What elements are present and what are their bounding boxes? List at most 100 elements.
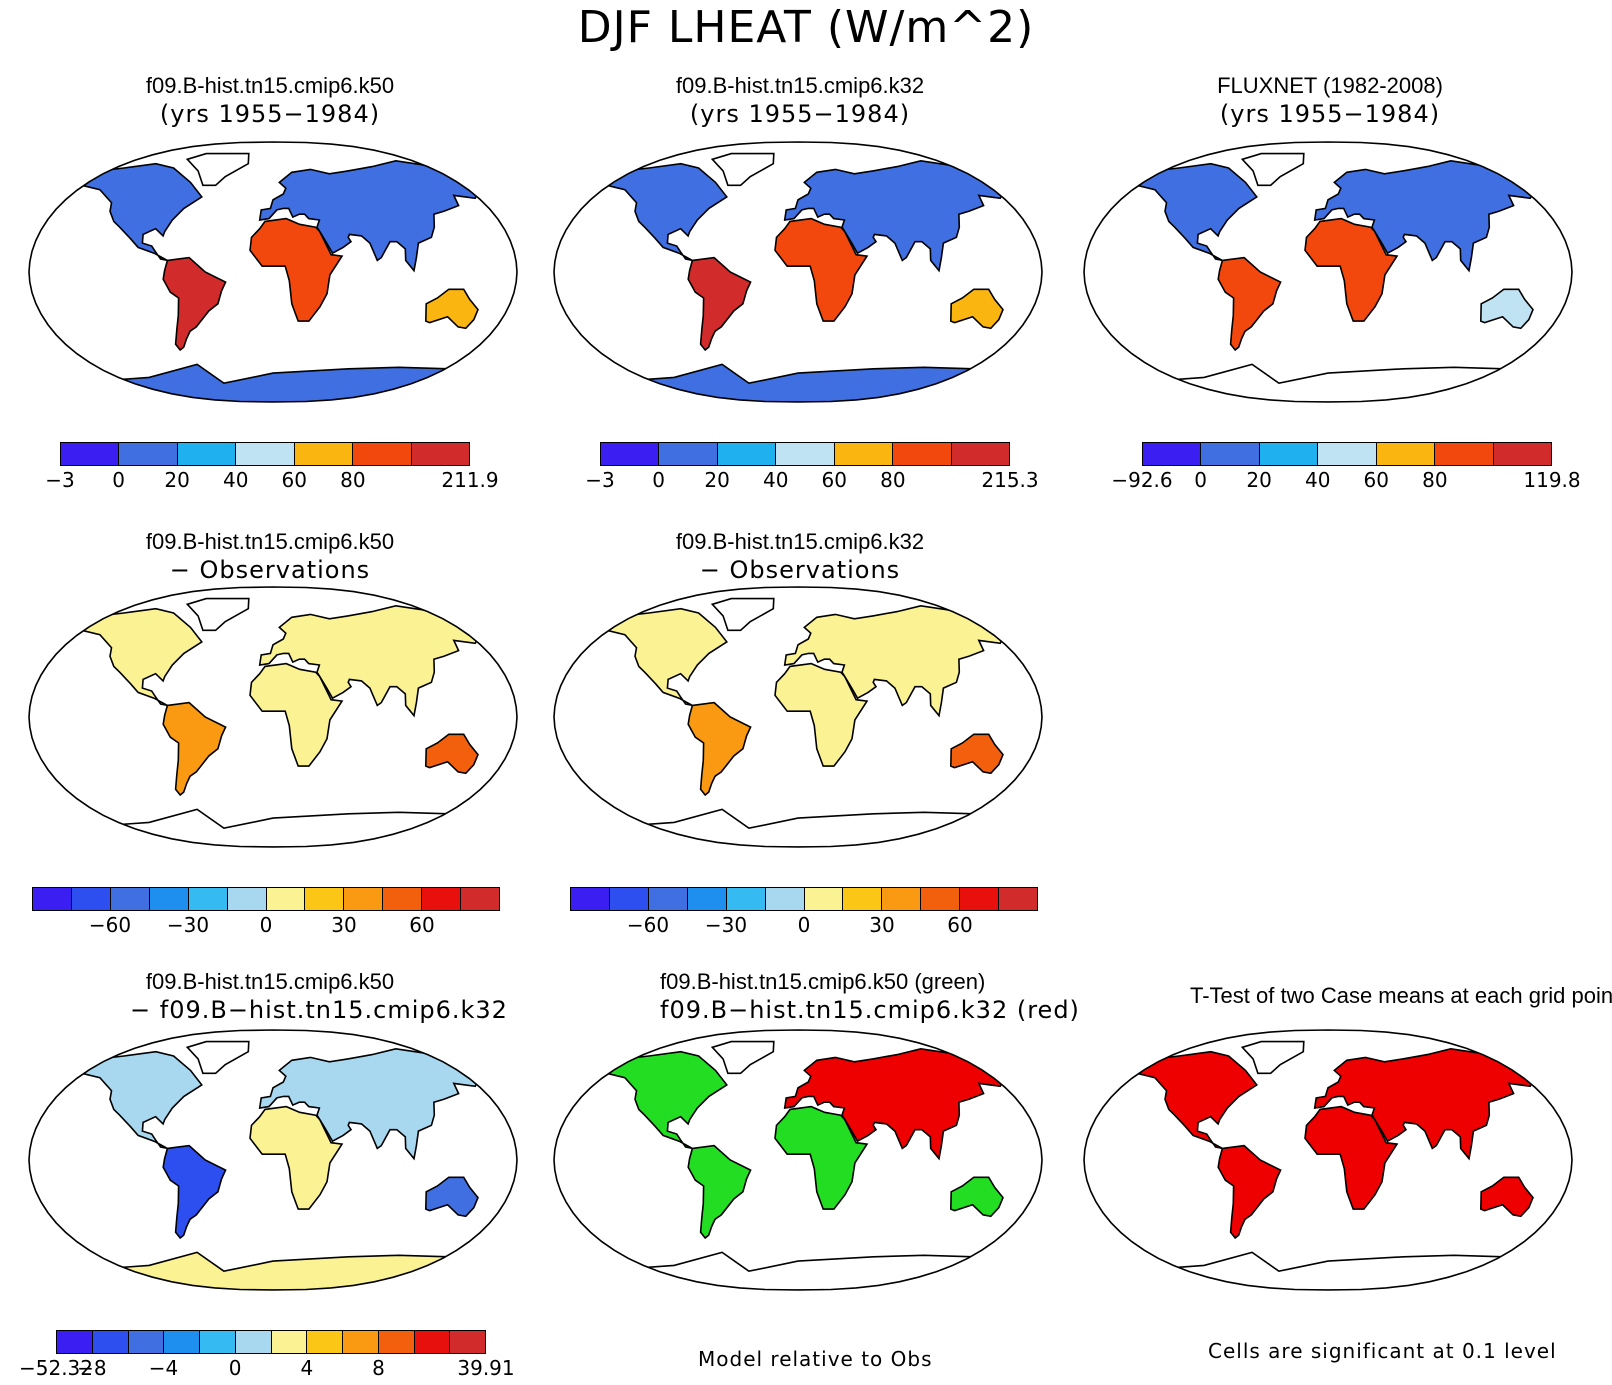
colorbar-k32-swatch — [776, 443, 835, 465]
colorbar-k32-obs-swatch — [609, 888, 649, 910]
map-green-red-samerica — [687, 1144, 752, 1240]
colorbar-obs: −92.6 0 20 40 60 80 119.8 — [1111, 442, 1581, 494]
colorbar-k32-obs-swatch — [999, 888, 1038, 910]
colorbar-k50-k32-swatch — [343, 1331, 379, 1353]
map-k32-australia — [949, 288, 1004, 330]
colorbar-k32-obs: −60 −30 0 30 60 — [570, 887, 1038, 939]
colorbar-obs-swatch — [1435, 443, 1494, 465]
map-k32-samerica — [687, 256, 752, 352]
map-green-red-australia — [949, 1176, 1004, 1218]
colorbar-k50-k32-swatch — [200, 1331, 236, 1353]
colorbar-k50-k32-tick-label: 39.91 — [457, 1356, 515, 1380]
map-k32-obs-africa — [774, 662, 869, 767]
footer-model-vs-obs: Model relative to Obs — [698, 1347, 933, 1371]
colorbar-k50: −3 0 20 40 60 80 211.9 — [45, 442, 499, 494]
colorbar-k50-k32-swatch — [271, 1331, 308, 1353]
map-k32-namerica — [586, 162, 728, 262]
panel-title-k50: f09.B-hist.tn15.cmip6.k50 (yrs 1955−1984… — [130, 72, 410, 129]
colorbar-k32-obs-swatch — [687, 888, 727, 910]
map-green-red-eurasia — [783, 1047, 1025, 1161]
map-k50-greenland — [185, 152, 250, 187]
map-green-red-namerica — [586, 1050, 728, 1150]
colorbar-k50-swatch — [119, 443, 178, 465]
panel-k32-subtitle: (yrs 1955−1984) — [689, 100, 911, 128]
colorbar-obs-boxes — [1142, 442, 1552, 466]
colorbar-k32-tick-label: −3 — [585, 468, 615, 492]
colorbar-k50-swatch — [236, 443, 295, 465]
map-obs-samerica — [1217, 256, 1282, 352]
map-obs-australia — [1479, 288, 1534, 330]
colorbar-k50-k32-tick-label: −4 — [148, 1356, 179, 1380]
panel-obs-subtitle: (yrs 1955−1984) — [1219, 100, 1441, 128]
map-obs-greenland — [1240, 152, 1305, 187]
colorbar-k50-obs-swatch — [110, 888, 150, 910]
colorbar-k32-obs-swatch — [882, 888, 922, 910]
panel-k32-obs-title: f09.B-hist.tn15.cmip6.k32 — [675, 529, 925, 554]
map-green-red-greenland — [710, 1040, 775, 1075]
map-k50-obs-greenland — [185, 597, 250, 632]
panel-k50-obs-subtitle: − Observations — [169, 556, 371, 584]
colorbar-k50-obs-labels: −60 −30 0 30 60 — [32, 911, 500, 939]
colorbar-k50-swatch — [294, 443, 354, 465]
colorbar-k32-swatch — [893, 443, 952, 465]
map-ttest-samerica — [1217, 1144, 1282, 1240]
map-k32-greenland — [710, 152, 775, 187]
figure-title: DJF LHEAT (W/m^2) — [577, 2, 1035, 53]
colorbar-k50-tick-label: 80 — [340, 468, 366, 492]
colorbar-k50-obs: −60 −30 0 30 60 — [32, 887, 500, 939]
map-obs-africa — [1304, 217, 1399, 322]
colorbar-k50-obs-swatch — [266, 888, 306, 910]
colorbar-obs-tick-label: 60 — [1363, 468, 1390, 492]
map-green-red-africa — [774, 1105, 869, 1210]
colorbar-k50-tick-label: 211.9 — [441, 468, 499, 492]
map-k32-frame — [553, 141, 1043, 403]
map-obs — [1083, 141, 1573, 403]
colorbar-k50-swatch — [353, 443, 412, 465]
map-k50-k32-samerica — [162, 1144, 227, 1240]
colorbar-k32-boxes — [600, 442, 1010, 466]
map-k32-obs-namerica — [586, 607, 728, 707]
map-k50-australia — [424, 288, 479, 330]
panel-k50-k32-title: f09.B-hist.tn15.cmip6.k50 — [145, 969, 395, 994]
colorbar-k32-tick-label: 80 — [880, 468, 906, 492]
map-ttest — [1083, 1029, 1573, 1291]
map-k50-obs-namerica — [61, 607, 203, 707]
colorbar-k32-labels: −3 0 20 40 60 80 215.3 — [585, 466, 1038, 494]
map-k50 — [28, 141, 518, 403]
map-green-red — [553, 1029, 1043, 1291]
colorbar-obs-swatch — [1201, 443, 1260, 465]
map-k32-obs-frame — [553, 586, 1043, 848]
colorbar-k50-swatch — [177, 443, 237, 465]
map-k50-k32-eurasia — [258, 1047, 500, 1161]
colorbar-obs-swatch — [1376, 443, 1436, 465]
colorbar-k50-obs-tick-label: 0 — [259, 913, 273, 937]
map-k32-obs-samerica — [687, 701, 752, 797]
colorbar-k50-k32-tick-label: 0 — [228, 1356, 242, 1380]
panel-green-red-title: f09.B-hist.tn15.cmip6.k50 (green) — [660, 969, 986, 994]
colorbar-obs-swatch — [1259, 443, 1319, 465]
panel-title-k32-obs: f09.B-hist.tn15.cmip6.k32 − Observations — [660, 528, 940, 585]
colorbar-k50-swatch — [61, 443, 120, 465]
colorbar-obs-swatch — [1143, 443, 1202, 465]
panel-obs-title: FLUXNET (1982-2008) — [1217, 73, 1443, 98]
map-green-red-frame — [553, 1029, 1043, 1291]
colorbar-k50-obs-swatch — [33, 888, 72, 910]
colorbar-k32-tick-label: 215.3 — [981, 468, 1039, 492]
map-k32-africa — [774, 217, 869, 322]
panel-k32-obs-subtitle: − Observations — [699, 556, 901, 584]
map-obs-eurasia — [1313, 159, 1555, 273]
colorbar-k50-k32-tick-label: 8 — [372, 1356, 385, 1380]
colorbar-obs-tick-label: 80 — [1422, 468, 1448, 492]
colorbar-k50-obs-swatch — [461, 888, 500, 910]
map-k50-k32-frame — [28, 1029, 518, 1291]
colorbar-k32-tick-label: 60 — [821, 468, 848, 492]
panel-k32-title: f09.B-hist.tn15.cmip6.k32 — [675, 73, 925, 98]
panel-k50-obs-title: f09.B-hist.tn15.cmip6.k50 — [145, 529, 395, 554]
map-k50-obs-samerica — [162, 701, 227, 797]
colorbar-k50-obs-swatch — [188, 888, 228, 910]
map-k50-k32-namerica — [61, 1050, 203, 1150]
colorbar-k50-swatch — [411, 443, 469, 465]
colorbar-k50-obs-tick-label: −60 — [88, 913, 132, 937]
map-k50-obs-frame — [28, 586, 518, 848]
footer-significance: Cells are significant at 0.1 level — [1208, 1339, 1557, 1363]
